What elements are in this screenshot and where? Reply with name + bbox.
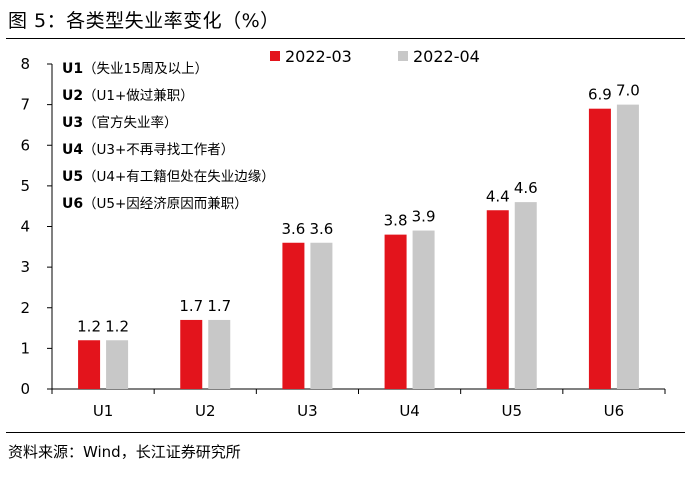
x-tick-label-U3: U3 bbox=[297, 402, 318, 420]
bar-2022-03-U5 bbox=[486, 210, 509, 389]
data-label: 1.2 bbox=[77, 317, 101, 335]
x-tick-label-U6: U6 bbox=[604, 402, 625, 420]
note-description: （失业15周及以上） bbox=[83, 61, 208, 77]
footer-divider bbox=[6, 432, 685, 433]
note-key: U3 bbox=[62, 115, 83, 131]
bar-2022-04-U1 bbox=[106, 340, 129, 389]
note-description: （U1+做过兼职） bbox=[83, 88, 194, 104]
x-tick-label-U2: U2 bbox=[195, 402, 216, 420]
data-label: 1.7 bbox=[207, 297, 231, 315]
data-label: 6.9 bbox=[588, 86, 612, 104]
legend-swatch bbox=[398, 51, 408, 61]
bar-2022-03-U2 bbox=[180, 319, 203, 389]
bar-2022-04-U2 bbox=[208, 319, 231, 389]
bar-2022-04-U5 bbox=[514, 202, 537, 389]
note-description: （官方失业率） bbox=[83, 114, 178, 131]
bar-2022-04-U6 bbox=[616, 104, 639, 389]
legend-swatch bbox=[270, 51, 280, 61]
bar-2022-03-U4 bbox=[384, 234, 407, 389]
bar-2022-03-U6 bbox=[588, 108, 611, 389]
y-tick-label: 6 bbox=[20, 136, 30, 154]
note-key: U5 bbox=[62, 169, 83, 185]
y-tick-label: 2 bbox=[20, 299, 30, 317]
data-label: 1.2 bbox=[105, 317, 129, 335]
y-tick-label: 1 bbox=[20, 339, 30, 357]
note-key: U4 bbox=[62, 142, 83, 158]
figure-title: 图 5：各类型失业率变化（%） bbox=[8, 10, 280, 32]
data-label: 3.6 bbox=[309, 220, 333, 238]
y-tick-label: 0 bbox=[20, 380, 30, 398]
x-tick-label-U5: U5 bbox=[501, 402, 522, 420]
data-label: 3.9 bbox=[412, 208, 436, 226]
y-tick-label: 7 bbox=[20, 96, 30, 114]
note-key: U6 bbox=[62, 196, 83, 212]
data-label: 3.8 bbox=[384, 212, 408, 230]
x-tick-label-U4: U4 bbox=[399, 402, 420, 420]
bar-2022-04-U3 bbox=[310, 242, 333, 389]
bar-2022-04-U4 bbox=[412, 230, 435, 389]
note-description: （U4+有工籍但处在失业边缘） bbox=[83, 168, 275, 185]
note-key: U1 bbox=[62, 61, 83, 77]
bar-chart: 0 1 2 3 4 5 6 7 8 1.2 1.2 U1 1.7 1.7 U2 3.6 3.6 U3 3.8 3.9 U… bbox=[20, 47, 666, 420]
y-tick-label: 3 bbox=[20, 258, 30, 276]
x-tick-label-U1: U1 bbox=[93, 402, 114, 420]
y-tick-label: 5 bbox=[20, 177, 30, 195]
note-description: （U3+不再寻找工作者） bbox=[83, 142, 234, 158]
source-note: 资料来源：Wind，长江证券研究所 bbox=[8, 443, 241, 461]
data-label: 4.4 bbox=[486, 187, 510, 205]
data-label: 1.7 bbox=[179, 297, 203, 315]
y-tick-label: 8 bbox=[20, 55, 30, 73]
note-key: U2 bbox=[62, 88, 83, 104]
title-divider bbox=[6, 38, 685, 39]
bar-2022-03-U3 bbox=[282, 242, 305, 389]
bar-2022-03-U1 bbox=[78, 340, 101, 389]
legend-label: 2022-04 bbox=[413, 47, 480, 66]
data-label: 7.0 bbox=[616, 82, 640, 100]
y-tick-label: 4 bbox=[20, 218, 30, 236]
data-label: 4.6 bbox=[514, 179, 538, 197]
legend-label: 2022-03 bbox=[285, 47, 352, 66]
note-description: （U5+因经济原因而兼职） bbox=[83, 196, 248, 212]
data-label: 3.6 bbox=[281, 220, 305, 238]
